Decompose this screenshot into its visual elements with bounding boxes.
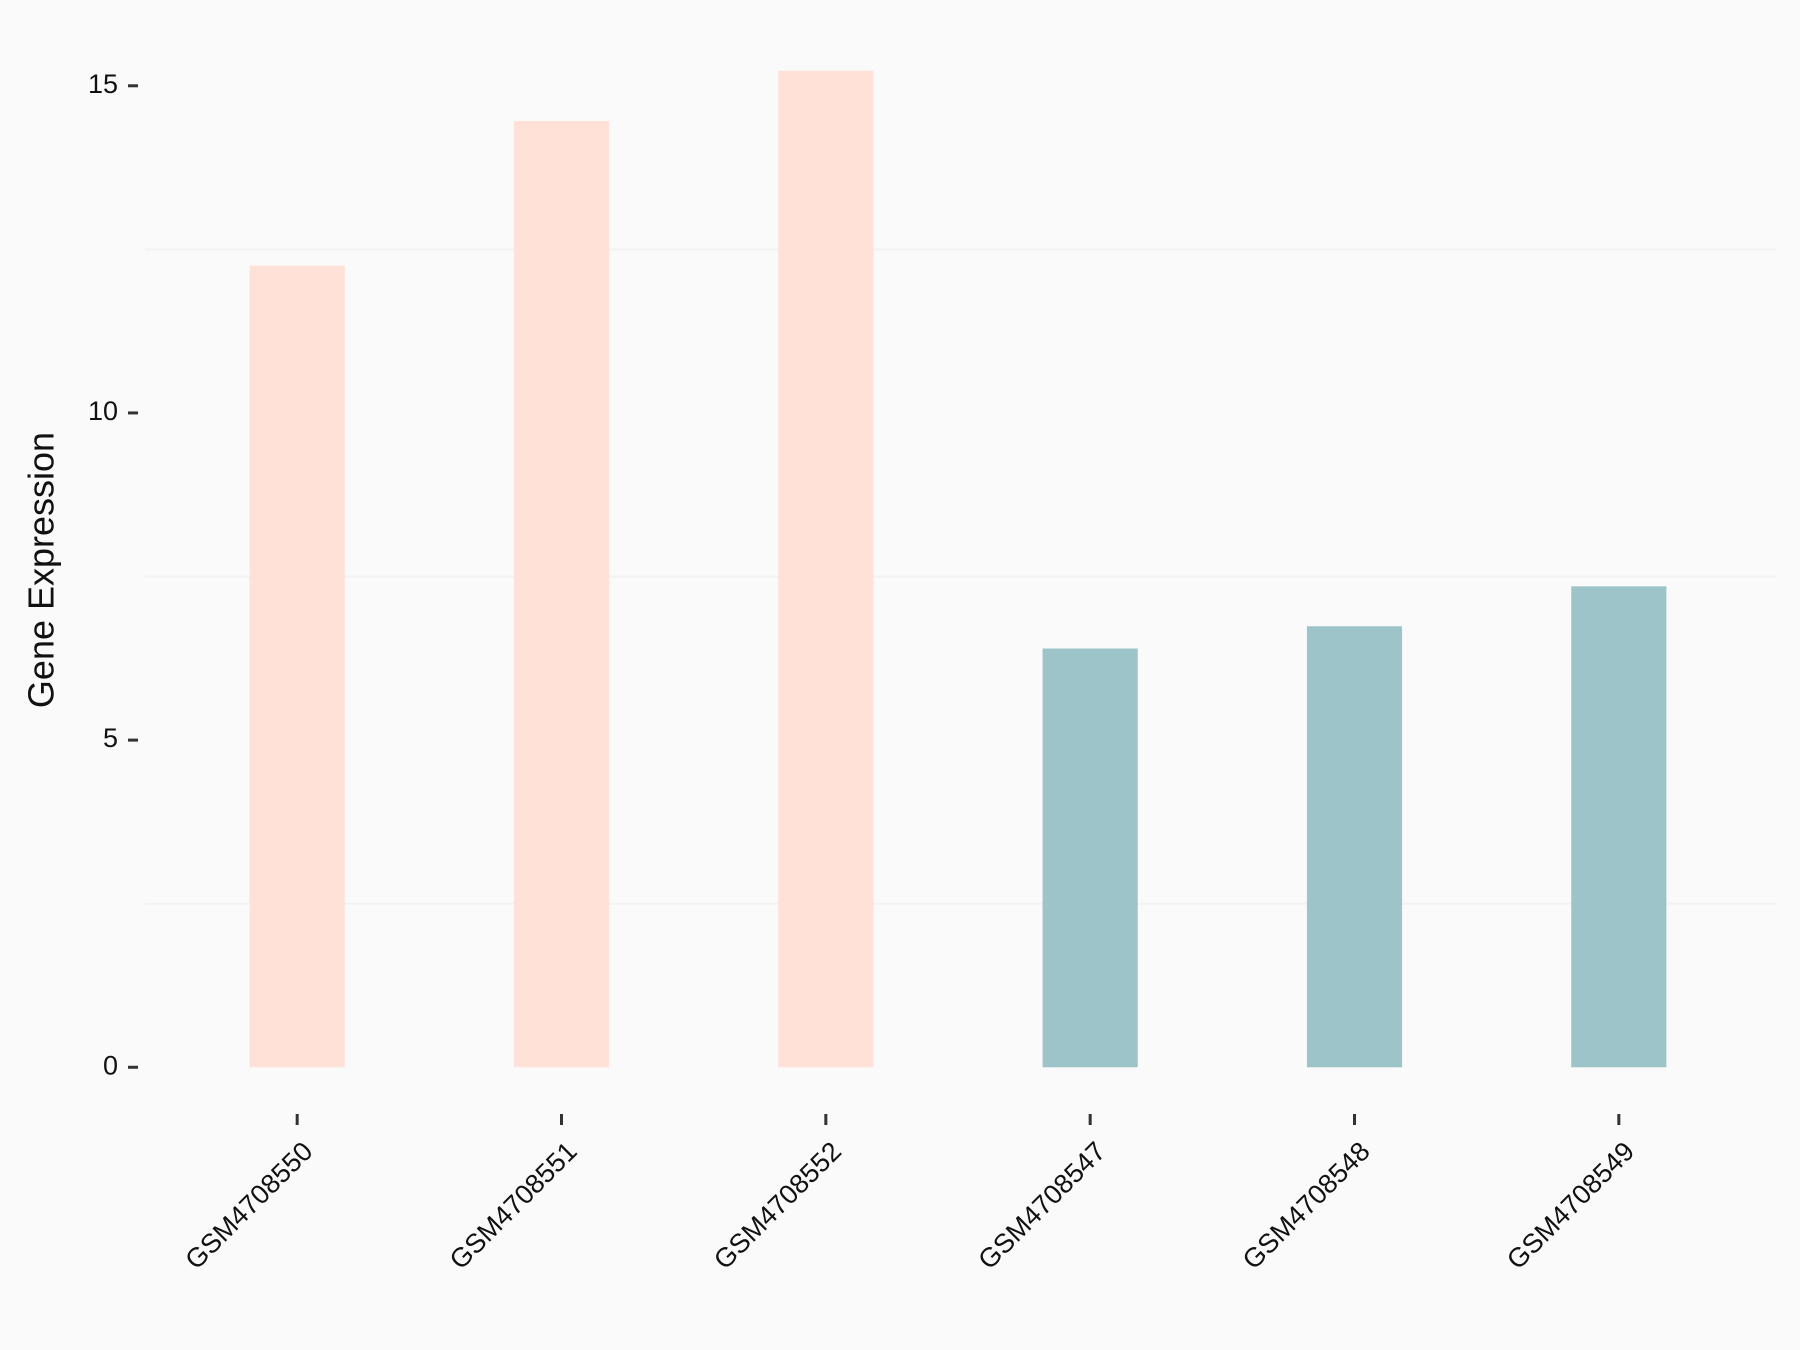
bar [1306,626,1403,1068]
y-tick-label: 5 [103,723,118,753]
bar [249,265,345,1068]
y-tick-label: 10 [88,396,118,426]
bar [778,70,874,1068]
y-tick-label: 0 [103,1050,118,1080]
bar [1571,586,1667,1068]
bar [1042,648,1138,1068]
bar [513,121,610,1068]
y-tick-label: 15 [88,69,118,99]
y-axis-label: Gene Expression [21,432,62,708]
